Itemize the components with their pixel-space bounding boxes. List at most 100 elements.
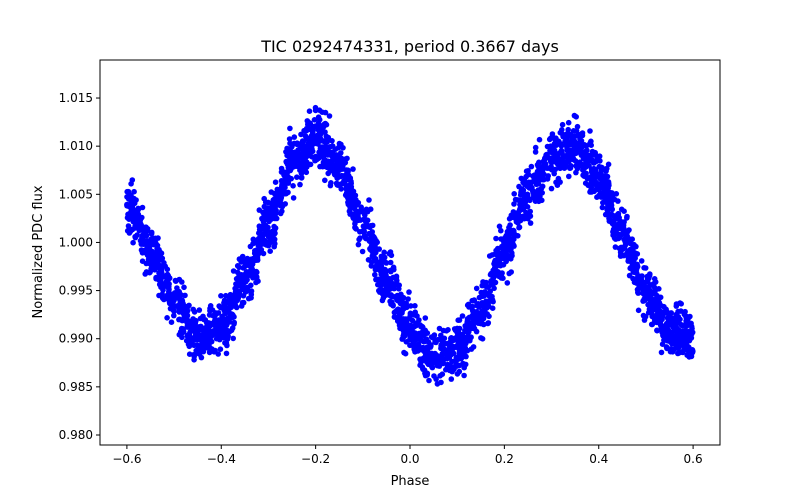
- data-point: [658, 303, 665, 309]
- data-point: [572, 147, 578, 154]
- data-point: [271, 243, 278, 250]
- data-point: [558, 147, 565, 154]
- data-point: [271, 238, 277, 245]
- data-point: [457, 343, 464, 349]
- data-point: [348, 184, 355, 190]
- data-point: [315, 155, 322, 162]
- data-point: [363, 217, 369, 223]
- data-point: [173, 278, 179, 285]
- data-point: [323, 133, 330, 140]
- data-point: [171, 312, 177, 319]
- data-point: [517, 192, 524, 198]
- data-point: [620, 225, 627, 231]
- data-point: [497, 255, 504, 262]
- data-point: [578, 163, 585, 169]
- data-point: [267, 248, 274, 254]
- data-point: [142, 247, 149, 253]
- data-point: [250, 272, 256, 279]
- data-point: [638, 258, 645, 264]
- data-point: [504, 280, 511, 286]
- data-point: [499, 270, 505, 276]
- data-point: [376, 287, 382, 294]
- data-point: [527, 220, 534, 226]
- data-point: [463, 347, 469, 353]
- data-point: [369, 222, 376, 229]
- data-point: [529, 184, 535, 191]
- data-point: [675, 344, 682, 351]
- data-point: [223, 292, 229, 299]
- data-point: [166, 291, 172, 298]
- data-point: [554, 160, 561, 167]
- data-point: [449, 368, 456, 375]
- data-point: [486, 293, 493, 300]
- data-point: [265, 199, 271, 206]
- data-point: [506, 242, 513, 248]
- data-point: [148, 229, 155, 236]
- data-point: [153, 240, 159, 246]
- data-point: [252, 248, 259, 254]
- chart-title: TIC 0292474331, period 0.3667 days: [260, 37, 559, 56]
- data-point: [144, 228, 150, 234]
- data-point: [420, 355, 427, 362]
- data-point: [161, 296, 167, 303]
- data-point: [186, 302, 192, 309]
- data-point: [383, 282, 389, 289]
- data-point: [671, 325, 678, 332]
- data-point: [485, 284, 492, 290]
- data-point: [659, 323, 666, 329]
- data-point: [164, 315, 170, 321]
- data-point: [211, 322, 218, 328]
- data-point: [559, 121, 566, 128]
- data-point: [312, 107, 319, 114]
- data-point: [202, 317, 209, 323]
- data-point: [166, 275, 173, 281]
- data-point: [135, 224, 141, 231]
- data-point: [655, 297, 662, 304]
- data-point: [605, 161, 612, 168]
- data-point: [480, 315, 487, 322]
- data-point: [353, 226, 359, 232]
- data-point: [486, 253, 493, 259]
- data-point: [597, 171, 604, 177]
- data-point: [334, 175, 341, 181]
- data-point: [151, 254, 158, 260]
- data-point: [535, 188, 541, 194]
- data-point: [459, 313, 466, 319]
- data-point: [167, 300, 174, 306]
- data-point: [633, 266, 640, 273]
- data-point: [392, 308, 399, 315]
- data-point: [456, 348, 463, 355]
- data-point: [635, 307, 642, 314]
- data-point: [339, 180, 346, 187]
- data-point: [418, 323, 425, 330]
- data-point: [615, 211, 621, 217]
- data-point: [453, 344, 459, 350]
- data-point: [244, 285, 250, 292]
- data-point: [139, 235, 145, 241]
- data-point: [372, 265, 379, 271]
- data-point: [300, 145, 307, 151]
- data-point: [142, 238, 149, 245]
- data-point: [373, 258, 379, 265]
- data-point: [388, 301, 394, 308]
- data-point: [369, 229, 376, 235]
- data-point: [648, 321, 655, 328]
- y-tick-label: 1.005: [59, 187, 93, 201]
- data-point: [236, 288, 243, 295]
- data-point: [463, 353, 469, 360]
- data-point: [290, 195, 297, 201]
- data-point: [635, 289, 641, 296]
- data-point: [554, 182, 561, 188]
- data-point: [500, 249, 507, 255]
- data-point: [316, 149, 322, 155]
- data-point: [137, 216, 144, 223]
- data-point: [678, 334, 685, 340]
- data-point: [587, 189, 593, 195]
- data-point: [420, 332, 426, 339]
- data-point: [179, 329, 185, 336]
- data-point: [688, 335, 695, 341]
- data-point: [473, 285, 480, 292]
- data-point: [271, 195, 278, 202]
- data-point: [129, 177, 136, 183]
- data-point: [203, 339, 210, 346]
